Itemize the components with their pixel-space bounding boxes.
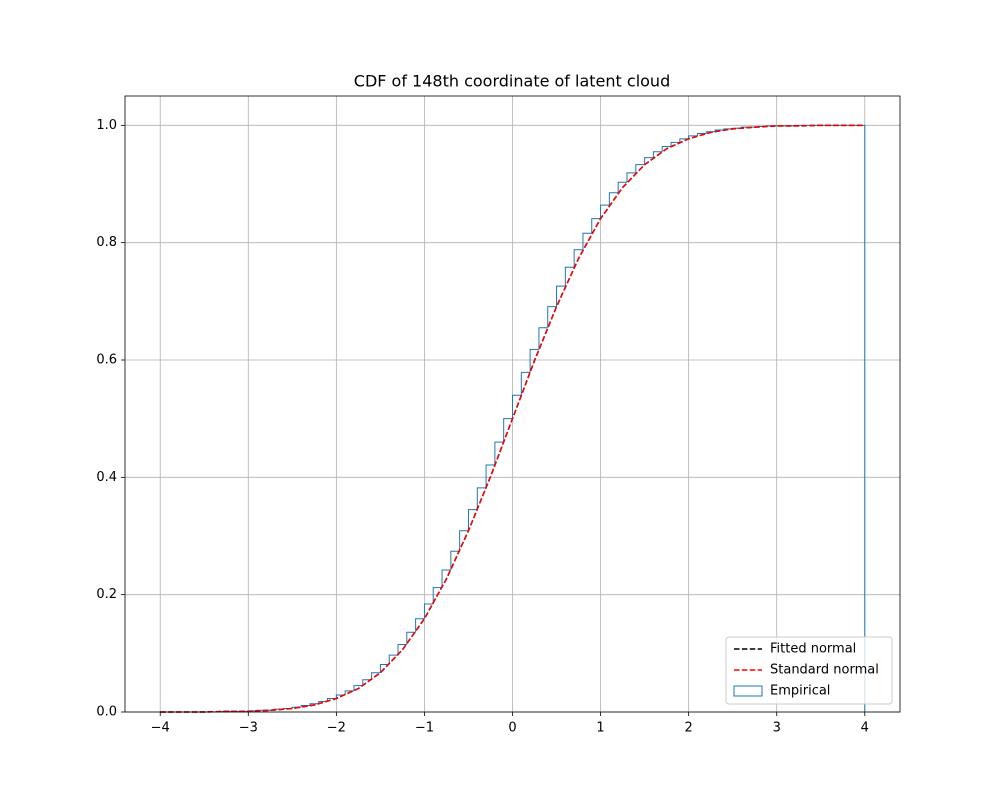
histogram-step (467, 509, 478, 531)
plot-frame (124, 95, 901, 713)
legend-swatch (733, 685, 763, 697)
legend-box (725, 636, 893, 705)
histogram-step (450, 550, 460, 571)
histogram-step (679, 138, 689, 143)
histogram-step (591, 218, 601, 234)
x-tick-label: −3 (239, 721, 258, 736)
histogram-step (432, 587, 443, 605)
x-tick-label: 3 (773, 721, 781, 736)
histogram-step (573, 249, 583, 268)
histogram-step (344, 690, 354, 695)
y-tick-label: 0.4 (96, 470, 117, 485)
x-tick-label: 4 (861, 721, 869, 736)
histogram-step (529, 348, 539, 373)
histogram-step (617, 181, 627, 193)
histogram-step (688, 135, 698, 139)
histogram-step (371, 672, 381, 680)
x-tick-label: 2 (684, 721, 692, 736)
x-tick-label: −4 (151, 721, 170, 736)
histogram-step (379, 663, 390, 673)
histogram-step (547, 306, 557, 328)
histogram-step (538, 327, 548, 350)
histogram-step (644, 157, 654, 165)
histogram-step (406, 631, 416, 645)
histogram-step (397, 644, 407, 656)
chart-title: CDF of 148th coordinate of latent cloud (354, 72, 670, 91)
histogram-step (564, 266, 575, 287)
histogram-step (556, 285, 566, 307)
histogram-step (485, 464, 495, 488)
histogram-step (512, 394, 522, 419)
histogram-step (670, 141, 680, 147)
histogram-step (476, 487, 487, 510)
y-tick-label: 0.0 (96, 705, 117, 720)
legend-label: Standard normal (770, 663, 879, 678)
histogram-step (415, 618, 425, 633)
histogram-step (494, 441, 504, 466)
histogram-step (362, 679, 372, 686)
histogram-step (423, 603, 434, 619)
histogram-step (608, 192, 619, 206)
histogram-step (335, 694, 346, 699)
line-series (160, 124, 865, 713)
histogram-step (600, 204, 610, 219)
y-tick-label: 0.2 (96, 587, 117, 602)
histogram-step (661, 145, 672, 152)
histogram-step (441, 569, 451, 588)
histogram-step (520, 371, 531, 396)
y-tick-label: 0.6 (96, 353, 117, 368)
histogram-step (582, 232, 592, 250)
legend-label: Fitted normal (770, 642, 856, 657)
y-tick-label: 1.0 (96, 118, 117, 133)
legend-label: Empirical (770, 684, 830, 699)
histogram-step (696, 133, 707, 136)
histogram-step (652, 151, 663, 158)
histogram-step (388, 654, 399, 665)
histogram-step (503, 418, 513, 443)
x-tick-label: −2 (327, 721, 346, 736)
x-tick-label: 1 (596, 721, 604, 736)
y-tick-label: 0.8 (96, 235, 117, 250)
histogram-step (626, 172, 636, 183)
x-tick-label: −1 (415, 721, 434, 736)
histogram-step (635, 164, 645, 173)
histogram-step (353, 685, 363, 691)
x-tick-label: 0 (508, 721, 516, 736)
histogram-step (459, 530, 469, 552)
